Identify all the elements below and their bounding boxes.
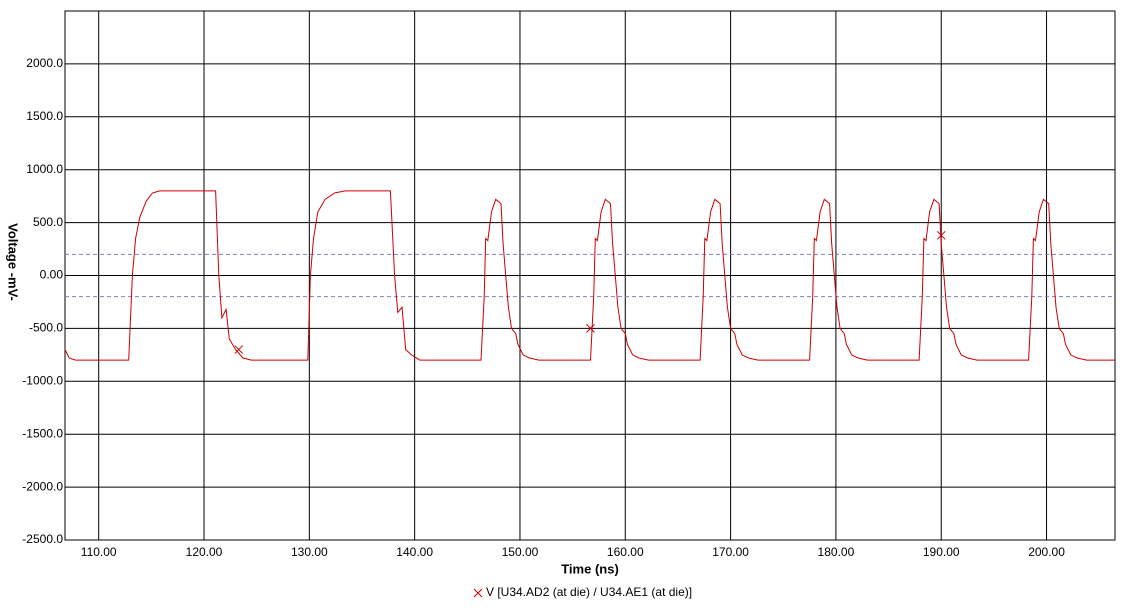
y-tick-label: -1000.0 bbox=[22, 373, 63, 387]
x-tick-label: 130.00 bbox=[291, 545, 328, 559]
series-marker bbox=[936, 230, 946, 240]
x-tick-label: 200.00 bbox=[1028, 545, 1065, 559]
legend-label: V [U34.AD2 (at die) / U34.AE1 (at die)] bbox=[486, 585, 692, 599]
y-axis-title: Voltage -mV- bbox=[6, 223, 21, 301]
series-marker bbox=[586, 324, 595, 333]
y-tick-label: 2000.0 bbox=[26, 56, 63, 70]
x-tick-label: 160.00 bbox=[607, 545, 644, 559]
legend-marker bbox=[473, 588, 483, 598]
x-tick-label: 120.00 bbox=[186, 545, 223, 559]
x-tick-label: 140.00 bbox=[396, 545, 433, 559]
y-tick-label: -500.0 bbox=[29, 321, 63, 335]
y-tick-label: -1500.0 bbox=[22, 426, 63, 440]
y-tick-label: 1500.0 bbox=[26, 109, 63, 123]
x-tick-label: 170.00 bbox=[712, 545, 749, 559]
x-tick-label: 190.00 bbox=[923, 545, 960, 559]
y-tick-label: -2000.0 bbox=[22, 479, 63, 493]
x-tick-label: 150.00 bbox=[502, 545, 539, 559]
y-tick-label: 0.00 bbox=[40, 268, 64, 282]
y-tick-label: -2500.0 bbox=[22, 532, 63, 546]
y-tick-label: 1000.0 bbox=[26, 162, 63, 176]
y-tick-label: 500.0 bbox=[33, 215, 63, 229]
series-marker bbox=[234, 345, 244, 354]
x-axis-title: Time (ns) bbox=[561, 561, 619, 576]
x-tick-label: 110.00 bbox=[81, 545, 117, 559]
x-tick-label: 180.00 bbox=[818, 545, 855, 559]
series-line bbox=[64, 190, 1115, 361]
